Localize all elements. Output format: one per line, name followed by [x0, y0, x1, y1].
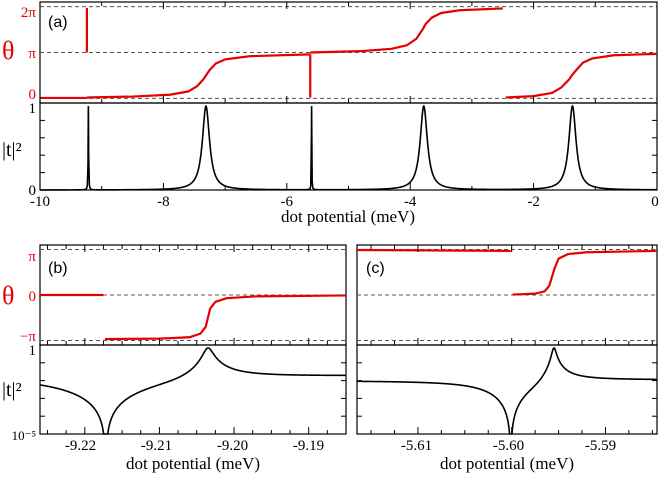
- phase-series-0: [356, 248, 511, 253]
- panel-a-xtick-1: -8: [157, 194, 170, 210]
- phase-series-1: [512, 249, 658, 296]
- panel-b-transmission-curve: [39, 347, 346, 435]
- panel-a-xtick-4: -2: [527, 194, 540, 210]
- transmission-curve: [40, 104, 657, 191]
- panel-a-transmission-curves: [40, 104, 657, 191]
- phase-series-4: [310, 7, 503, 54]
- panel-b-trans-axis-label: |t|²: [2, 379, 22, 401]
- panel-c-xtick-2: -5.59: [585, 438, 616, 454]
- panel-a-ytick-0: 0: [29, 87, 37, 103]
- panel-c-phase-curves: [356, 248, 658, 296]
- panel-b-trans-ytick-min: 10⁻⁵: [12, 428, 36, 443]
- panel-b-theta-axis-label: θ: [2, 281, 14, 310]
- transmission-curve: [39, 347, 346, 435]
- panel-b-xtick-0: -9.22: [65, 438, 96, 454]
- panel-a-bottom-frame: [39, 102, 658, 191]
- panel-c: (c) -5.61 -5.60 -5.59 dot potential (meV…: [356, 244, 658, 473]
- panel-a-theta-axis-label: θ: [2, 36, 14, 65]
- panel-a-ticks: [39, 2, 658, 190]
- panel-a-xtick-0: -10: [30, 194, 50, 210]
- panel-a-xtick-5: 0: [651, 194, 659, 210]
- panel-c-xtick-0: -5.61: [401, 438, 432, 454]
- panel-a: (a) θ 0 π 2π |t|² 0 1 -10 -8 -6 -4 -2 0 …: [2, 1, 659, 226]
- panel-b-xtick-3: -9.19: [293, 438, 324, 454]
- panel-c-ticks: [357, 245, 657, 434]
- panel-a-xlabel: dot potential (meV): [281, 207, 415, 226]
- panel-b-ytick-0: 0: [29, 289, 37, 305]
- panel-c-xlabel: dot potential (meV): [440, 454, 574, 473]
- panel-a-xtick-3: -4: [404, 194, 417, 210]
- panel-b-label: (b): [48, 260, 68, 277]
- phase-series-2: [86, 53, 311, 99]
- panel-a-ytick-pi: π: [28, 46, 36, 62]
- panel-a-trans-ytick-1: 1: [29, 101, 37, 117]
- panel-a-label: (a): [48, 14, 68, 31]
- panel-b: (b) θ −π 0 π |t|² 10⁻⁵ 1 -9.22 -9.21 -9.…: [2, 244, 347, 473]
- panel-c-label: (c): [366, 260, 385, 277]
- panel-c-reference-lines: [357, 249, 657, 341]
- panel-b-xtick-2: -9.20: [217, 438, 248, 454]
- panel-a-trans-axis-label: |t|²: [2, 139, 22, 161]
- panel-b-bottom-frame: [39, 344, 347, 435]
- phase-series-5: [505, 52, 658, 99]
- panel-b-xlabel: dot potential (meV): [126, 454, 260, 473]
- panel-b-trans-ytick-max: 1: [29, 343, 37, 359]
- phase-series-1: [104, 294, 347, 341]
- panel-a-trans-ytick-0: 0: [29, 183, 37, 199]
- panel-c-xtick-1: -5.60: [493, 438, 524, 454]
- panel-a-ytick-2pi: 2π: [21, 5, 37, 21]
- panel-a-phase-curves: [40, 7, 658, 100]
- panel-c-bottom-frame: [356, 344, 658, 435]
- panel-b-xtick-1: -9.21: [141, 438, 172, 454]
- panel-b-ytick-minus-pi: −π: [20, 329, 36, 345]
- panel-b-ticks: [40, 245, 347, 434]
- panel-c-transmission-curve: [357, 347, 657, 435]
- panel-b-phase-curves: [40, 293, 347, 341]
- panel-b-ytick-pi: π: [28, 249, 36, 265]
- panel-a-xtick-2: -6: [281, 194, 294, 210]
- transmission-curve: [357, 347, 657, 435]
